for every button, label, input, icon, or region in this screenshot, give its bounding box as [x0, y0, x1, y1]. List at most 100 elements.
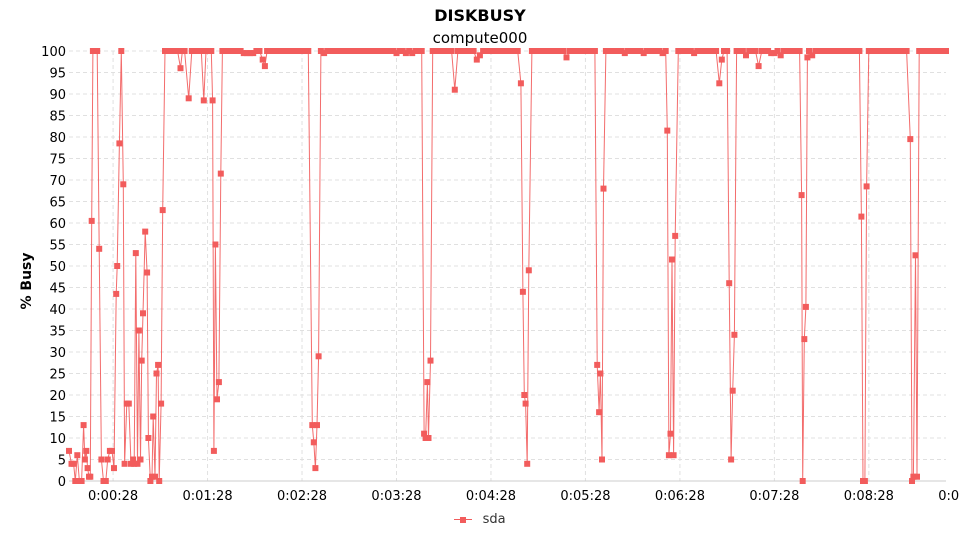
x-tick-label: 0:00:28 — [88, 489, 138, 504]
data-point — [464, 48, 471, 54]
data-point — [214, 396, 220, 403]
data-point — [502, 48, 509, 54]
y-tick-label: 90 — [49, 88, 66, 103]
data-point — [168, 48, 175, 54]
data-point — [137, 456, 144, 463]
data-point — [524, 460, 531, 467]
x-tick-label: 0:05:28 — [560, 489, 610, 504]
data-point — [932, 48, 938, 54]
data-point — [706, 48, 713, 54]
data-point — [664, 127, 671, 134]
data-point — [409, 50, 416, 57]
y-tick-label: 0 — [58, 475, 66, 490]
data-point — [374, 48, 381, 54]
data-point — [225, 48, 231, 54]
data-point — [116, 140, 123, 147]
data-point — [579, 48, 586, 54]
y-tick-label: 20 — [49, 389, 66, 404]
data-point — [309, 422, 316, 429]
data-point — [237, 48, 244, 54]
data-point — [834, 48, 841, 54]
data-point — [716, 80, 723, 87]
data-point — [653, 48, 660, 54]
data-point — [694, 48, 701, 54]
data-point — [554, 48, 561, 54]
data-point — [109, 447, 115, 454]
data-point — [628, 48, 635, 54]
data-point — [743, 52, 749, 59]
data-point — [916, 48, 923, 54]
x-tick-label: 0:07:28 — [749, 489, 799, 504]
data-point — [125, 400, 132, 407]
data-point — [647, 48, 653, 54]
data-point — [234, 48, 241, 54]
y-tick-label: 30 — [49, 346, 66, 361]
data-point — [700, 48, 707, 54]
data-point — [292, 48, 299, 54]
data-point — [295, 48, 302, 54]
data-point — [74, 452, 81, 459]
data-point — [621, 50, 628, 57]
data-point — [703, 48, 710, 54]
chart-title: DISKBUSY — [434, 6, 526, 25]
data-point — [684, 48, 691, 54]
data-point — [200, 97, 207, 104]
data-point — [729, 387, 736, 394]
y-tick-label: 80 — [49, 131, 66, 146]
data-point — [399, 48, 406, 54]
data-point — [809, 52, 816, 59]
data-point — [336, 48, 343, 54]
data-point — [461, 48, 468, 54]
data-point — [768, 50, 775, 57]
data-point — [483, 48, 490, 54]
data-point — [881, 48, 888, 54]
data-point — [597, 370, 604, 377]
data-point — [837, 48, 844, 54]
data-point — [171, 48, 178, 54]
data-point — [739, 48, 746, 54]
y-tick-label: 45 — [49, 282, 66, 297]
data-point — [402, 50, 409, 57]
data-point — [289, 48, 296, 54]
data-point — [746, 48, 753, 54]
y-tick-label: 50 — [49, 260, 66, 275]
data-point — [340, 48, 346, 54]
data-point — [286, 48, 293, 54]
data-point — [261, 63, 268, 70]
data-point — [907, 136, 914, 143]
data-point — [758, 48, 765, 54]
data-point — [853, 48, 860, 54]
data-point — [181, 48, 188, 54]
data-point — [131, 460, 138, 467]
data-point — [155, 361, 162, 368]
data-point — [277, 48, 283, 54]
data-point — [243, 50, 250, 57]
data-point — [865, 48, 872, 54]
data-point — [801, 336, 808, 343]
data-point — [454, 48, 461, 54]
data-point — [315, 353, 322, 360]
data-point — [270, 48, 277, 54]
data-point — [728, 456, 735, 463]
data-point — [505, 48, 512, 54]
data-point — [198, 48, 205, 54]
legend[interactable]: sda — [0, 512, 960, 527]
data-point — [489, 48, 496, 54]
data-point — [384, 48, 391, 54]
data-point — [858, 213, 865, 220]
data-point — [467, 48, 474, 54]
data-point — [134, 460, 141, 467]
data-point — [321, 50, 328, 57]
data-point — [72, 478, 79, 484]
data-point — [177, 65, 184, 72]
data-point — [142, 228, 149, 235]
data-point — [793, 48, 800, 54]
data-point — [724, 48, 731, 54]
data-point — [264, 48, 271, 54]
data-point — [412, 48, 419, 54]
data-point — [247, 50, 254, 57]
data-point — [365, 48, 372, 54]
data-point — [718, 56, 725, 63]
data-point — [87, 473, 94, 480]
data-point — [317, 48, 324, 54]
